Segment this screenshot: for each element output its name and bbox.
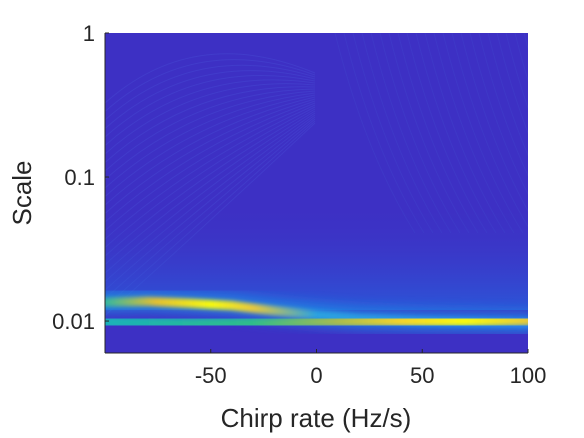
y-tick-label: 0.1 <box>64 165 95 190</box>
plot-area <box>105 33 528 353</box>
fringe-line <box>105 70 316 129</box>
fringe-line <box>105 75 316 138</box>
fringe-line <box>505 33 528 110</box>
x-tick-label: 50 <box>410 363 434 388</box>
fringe-line <box>478 33 528 177</box>
fringe-line <box>105 53 316 104</box>
y-axis: 0.01 0.1 1 <box>52 21 109 353</box>
fringe-line <box>105 92 316 189</box>
fringe-line <box>469 33 528 195</box>
x-tick-label: 0 <box>310 363 322 388</box>
x-tick-label: -50 <box>195 363 227 388</box>
fringe-line <box>514 33 528 82</box>
fringe-line <box>105 59 316 112</box>
fringe-line <box>105 98 316 214</box>
fringe-line <box>105 88 316 172</box>
ridge-layer <box>105 290 528 337</box>
fringe-line <box>496 33 528 135</box>
fringe-line <box>523 33 528 51</box>
fringe-line <box>105 90 316 180</box>
y-tick-label: 0.01 <box>52 309 95 334</box>
x-tick-label: 100 <box>510 363 547 388</box>
x-axis: -50 0 50 100 <box>105 349 546 388</box>
x-axis-label: Chirp rate (Hz/s) <box>221 403 412 433</box>
fringe-line <box>105 79 316 146</box>
fringe-line <box>105 83 316 155</box>
fringe-line <box>105 64 316 121</box>
y-axis-label: Scale <box>7 160 37 225</box>
ridge-line <box>105 315 528 329</box>
y-tick-label: 1 <box>83 21 95 46</box>
fringe-line <box>460 33 528 212</box>
fringe-line <box>487 33 528 157</box>
fringe-line <box>105 94 316 197</box>
fringe-line <box>105 96 316 206</box>
fringe-line <box>105 86 316 163</box>
